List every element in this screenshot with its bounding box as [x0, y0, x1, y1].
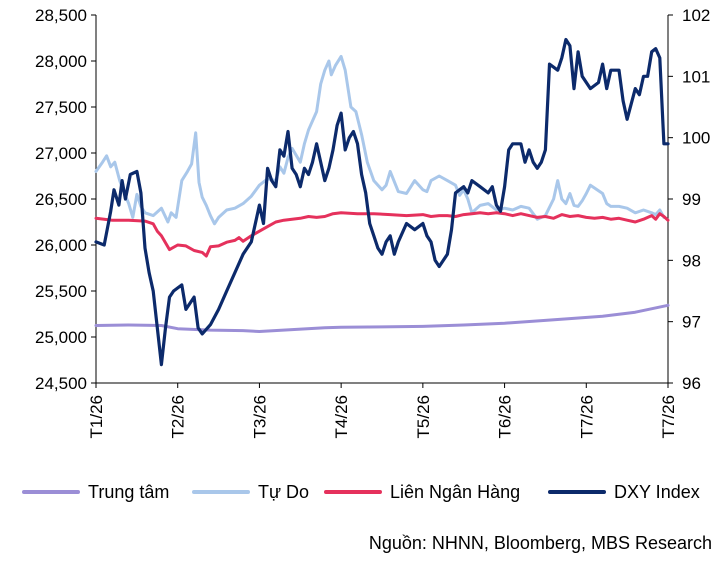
x-tick-label: T7/26 — [659, 395, 678, 438]
y-left-tick-label: 26,500 — [35, 190, 87, 209]
y-right-tick-label: 101 — [682, 67, 710, 86]
legend-item-lien-ngan-hang: Liên Ngân Hàng — [324, 478, 520, 506]
legend-swatch-lien-ngan-hang — [324, 490, 382, 494]
y-right-tick-label: 98 — [682, 251, 701, 270]
legend-label-dxy-index: DXY Index — [614, 481, 700, 502]
series-line-3 — [94, 37, 670, 367]
x-tick-label: T1/26 — [87, 395, 106, 438]
y-right-tick-label: 97 — [682, 313, 701, 332]
legend-item-tu-do: Tự Do — [192, 478, 309, 506]
legend-swatch-trung-tam — [22, 490, 80, 494]
legend-label-tu-do: Tự Do — [258, 481, 310, 502]
x-tick-label: T3/26 — [250, 395, 269, 438]
series-line-2 — [94, 211, 670, 258]
y-right-tick-label: 102 — [682, 6, 710, 25]
x-tick-label: T4/26 — [332, 395, 351, 438]
legend-item-dxy-index: DXY Index — [548, 478, 700, 506]
y-left-tick-label: 28,000 — [35, 52, 87, 71]
y-left-tick-label: 25,000 — [35, 328, 87, 347]
x-tick-label: T7/26 — [577, 395, 596, 438]
y-left-tick-label: 24,500 — [35, 374, 87, 393]
y-left-tick-label: 25,500 — [35, 282, 87, 301]
y-right-tick-label: 99 — [682, 190, 701, 209]
legend-item-trung-tam: Trung tâm — [22, 478, 169, 506]
y-left-tick-label: 27,500 — [35, 98, 87, 117]
x-tick-label: T5/26 — [414, 395, 433, 438]
y-left-tick-label: 26,000 — [35, 236, 87, 255]
legend: Trung tâm Tự Do Liên Ngân Hàng DXY Index — [0, 478, 728, 506]
y-right-tick-label: 96 — [682, 374, 701, 393]
x-tick-label: T2/26 — [169, 395, 188, 438]
legend-label-trung-tam: Trung tâm — [88, 481, 170, 502]
legend-swatch-tu-do — [192, 490, 250, 494]
y-left-tick-label: 27,000 — [35, 144, 87, 163]
y-right-tick-label: 100 — [682, 129, 710, 148]
legend-swatch-dxy-index — [548, 490, 606, 494]
source-note: Nguồn: NHNN, Bloomberg, MBS Research — [368, 533, 712, 553]
legend-label-lien-ngan-hang: Liên Ngân Hàng — [390, 481, 521, 502]
series-line-1 — [94, 54, 666, 226]
y-left-tick-label: 28,500 — [35, 6, 87, 25]
series-line-0 — [94, 303, 670, 333]
x-tick-label: T6/26 — [496, 395, 515, 438]
